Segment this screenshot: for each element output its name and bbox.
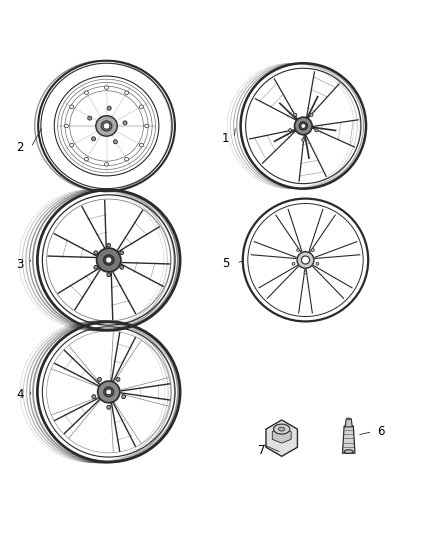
Ellipse shape	[297, 252, 314, 268]
Ellipse shape	[101, 121, 112, 131]
Text: 1: 1	[222, 132, 229, 144]
Ellipse shape	[85, 157, 88, 161]
Circle shape	[107, 273, 110, 277]
Ellipse shape	[96, 116, 117, 136]
Circle shape	[315, 128, 318, 132]
Circle shape	[88, 116, 92, 120]
Circle shape	[92, 137, 95, 141]
Ellipse shape	[97, 248, 121, 272]
Circle shape	[94, 251, 98, 255]
Ellipse shape	[85, 91, 88, 94]
Circle shape	[94, 265, 98, 269]
Ellipse shape	[145, 124, 149, 128]
Ellipse shape	[301, 256, 310, 264]
Circle shape	[98, 377, 102, 382]
Circle shape	[122, 395, 126, 399]
Circle shape	[107, 106, 111, 110]
Circle shape	[292, 262, 295, 265]
Ellipse shape	[105, 163, 109, 166]
Circle shape	[289, 128, 292, 132]
Text: 3: 3	[16, 258, 24, 271]
Text: 6: 6	[378, 425, 385, 438]
Circle shape	[302, 138, 305, 141]
Circle shape	[311, 249, 314, 252]
Polygon shape	[272, 428, 291, 443]
Polygon shape	[345, 419, 352, 427]
Ellipse shape	[98, 381, 120, 403]
Circle shape	[107, 244, 110, 247]
Text: 2: 2	[16, 141, 24, 154]
Ellipse shape	[104, 387, 114, 397]
Circle shape	[293, 113, 297, 116]
Polygon shape	[343, 426, 355, 453]
Circle shape	[113, 140, 117, 144]
Text: 5: 5	[222, 256, 229, 270]
Ellipse shape	[103, 123, 110, 129]
Circle shape	[107, 406, 111, 409]
Ellipse shape	[106, 389, 112, 395]
Ellipse shape	[125, 157, 129, 161]
Circle shape	[120, 265, 124, 269]
Circle shape	[316, 262, 319, 265]
Ellipse shape	[103, 255, 114, 265]
Ellipse shape	[301, 124, 306, 128]
Ellipse shape	[139, 105, 143, 109]
Ellipse shape	[299, 122, 307, 130]
Ellipse shape	[70, 143, 74, 147]
Polygon shape	[266, 420, 297, 456]
Ellipse shape	[70, 105, 74, 109]
Ellipse shape	[139, 143, 143, 147]
Ellipse shape	[106, 257, 112, 263]
Circle shape	[120, 251, 124, 255]
Circle shape	[116, 377, 120, 382]
Circle shape	[304, 271, 307, 273]
Text: 4: 4	[16, 387, 24, 401]
Ellipse shape	[64, 124, 68, 128]
Circle shape	[310, 113, 313, 116]
Text: 7: 7	[258, 444, 265, 457]
Ellipse shape	[279, 427, 285, 431]
Circle shape	[297, 249, 300, 252]
Ellipse shape	[344, 450, 353, 454]
Ellipse shape	[274, 424, 290, 434]
Ellipse shape	[105, 86, 109, 90]
Circle shape	[92, 395, 96, 399]
Ellipse shape	[294, 117, 312, 135]
Ellipse shape	[347, 418, 350, 419]
Circle shape	[123, 121, 127, 125]
Ellipse shape	[125, 91, 129, 94]
